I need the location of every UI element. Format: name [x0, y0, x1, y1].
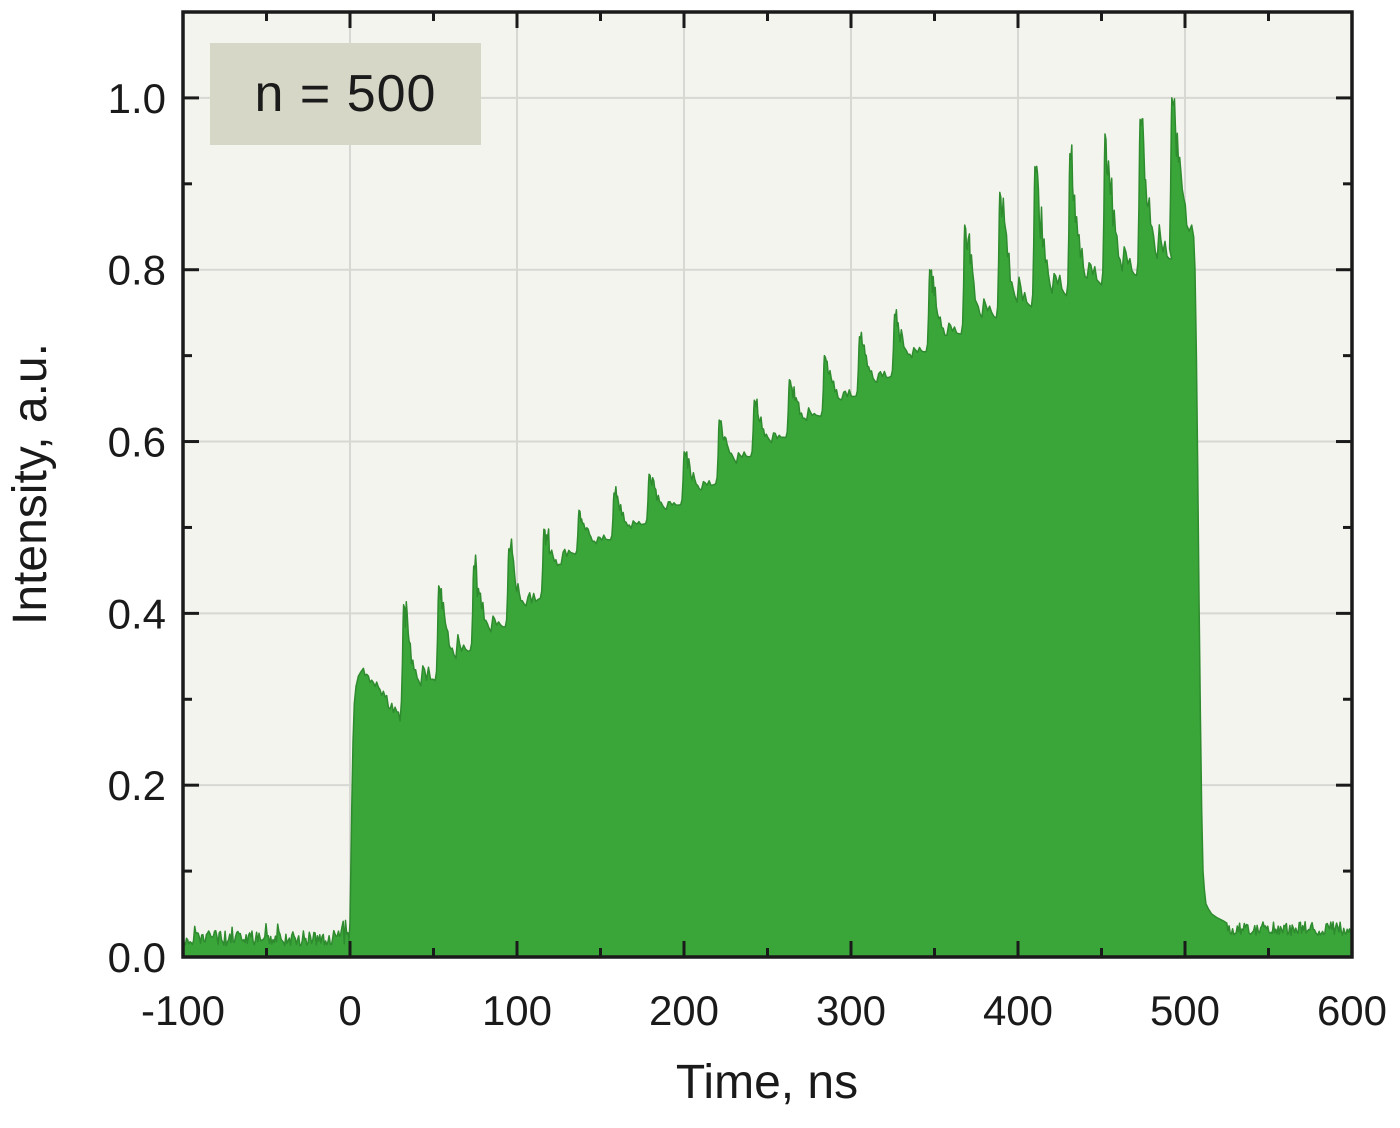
- y-tick-label: 0.4: [108, 590, 166, 637]
- x-axis-title: Time, ns: [676, 1056, 858, 1109]
- y-axis-title: Intensity, a.u.: [4, 343, 57, 625]
- x-tick-label: 400: [983, 987, 1053, 1034]
- x-tick-label: 500: [1150, 987, 1220, 1034]
- annotation-text: n = 500: [254, 65, 437, 123]
- y-tick-label: 0.2: [108, 762, 166, 809]
- pulse-waveform-area: [183, 97, 1352, 957]
- x-tick-label: 600: [1317, 987, 1387, 1034]
- plot-layer: -100 0 100 200 300 400 500 600 0.0 0.2 0.4 0.6 0.8 1.…: [108, 10, 1387, 1034]
- y-tick-label: 0.8: [108, 247, 166, 294]
- annotation-box: n = 500: [210, 43, 481, 145]
- y-tick-label: 1.0: [108, 75, 166, 122]
- x-tick-label: 300: [816, 987, 886, 1034]
- y-tick-label: 0.6: [108, 419, 166, 466]
- x-tick-label: 200: [649, 987, 719, 1034]
- x-tick-label: 0: [338, 987, 361, 1034]
- x-tick-label: 100: [482, 987, 552, 1034]
- y-tick-label: 0.0: [108, 934, 166, 981]
- x-tick-label: -100: [141, 987, 225, 1034]
